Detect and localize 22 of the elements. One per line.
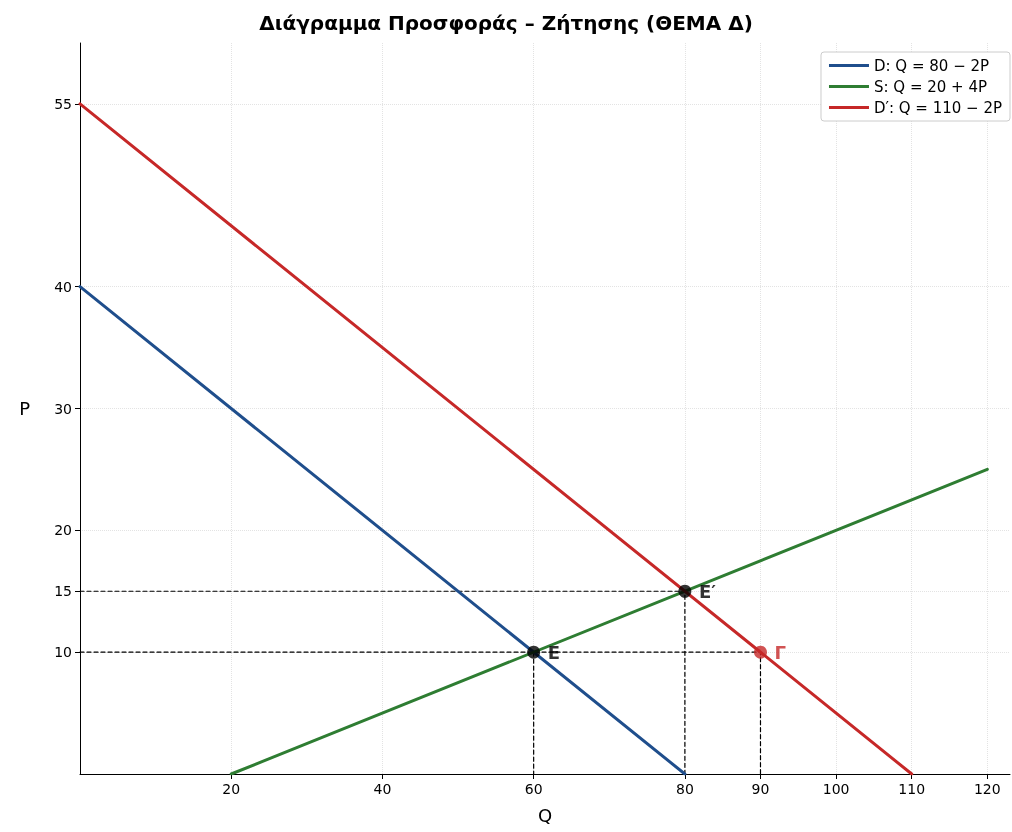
x-tick-label: 20	[222, 781, 241, 797]
annotation: E′	[698, 580, 717, 602]
y-tick-label: 20	[54, 522, 72, 539]
x-tick-label: 90	[751, 781, 770, 797]
y-axis-title: P	[19, 398, 31, 419]
annotation: Γ	[774, 641, 786, 663]
y-tick-label: 10	[54, 644, 72, 661]
y-tick-label: 15	[54, 583, 72, 600]
legend-label: D′: Q = 110 − 2P	[873, 98, 1002, 117]
x-tick-label: 110	[898, 781, 926, 797]
y-tick-label: 30	[54, 400, 72, 417]
x-tick-label: 60	[524, 781, 543, 797]
legend-label: S: Q = 20 + 4P	[873, 77, 988, 96]
y-tick-label: 55	[54, 95, 72, 112]
x-tick-label: 40	[373, 781, 392, 797]
y-tick-label: 40	[54, 278, 72, 295]
legend-label: D: Q = 80 − 2P	[873, 56, 990, 75]
x-axis-title: Q	[537, 804, 553, 826]
x-tick-label: 120	[973, 781, 1001, 797]
chart-title: Διάγραμμα Προσφοράς – Ζήτησης (ΘΕΜΑ Δ)	[259, 11, 753, 35]
x-tick-label: 100	[822, 781, 850, 797]
x-tick-label: 80	[675, 781, 694, 797]
